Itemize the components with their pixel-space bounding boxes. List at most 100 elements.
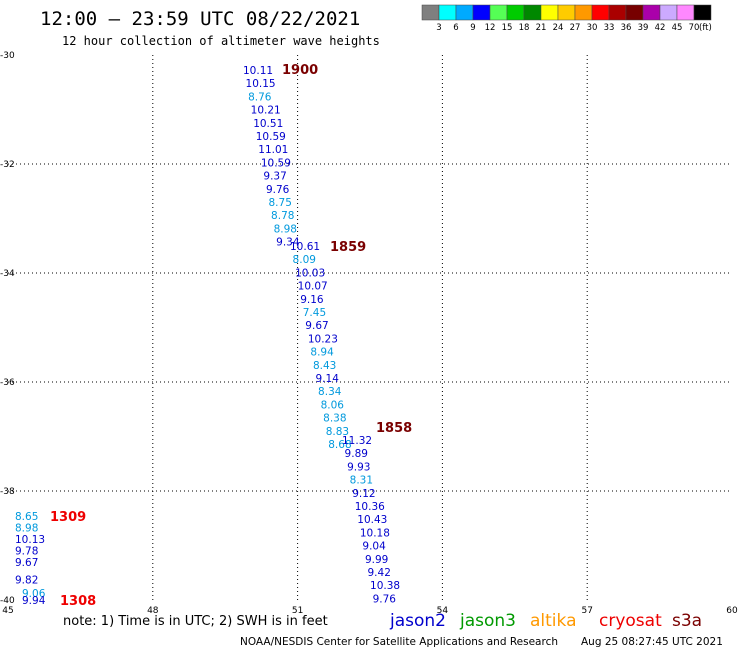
wave-height-value: 9.67 (15, 557, 38, 569)
wave-height-value: 10.21 (251, 105, 281, 117)
colorbar-label: 24 (553, 23, 564, 33)
colorbar-label: 18 (519, 23, 530, 33)
wave-height-value: 9.99 (365, 554, 388, 566)
colorbar-swatch (489, 4, 508, 21)
footer-note: note: 1) Time is in UTC; 2) SWH is in fe… (63, 614, 328, 629)
colorbar-swatch (625, 4, 644, 21)
wave-height-value: 8.06 (321, 399, 345, 411)
colorbar-label: 42 (655, 23, 666, 33)
lon-tick-label: 51 (292, 606, 303, 616)
track-1308: 9.069.94 1308 (22, 588, 96, 609)
wave-height-value: 8.34 (318, 386, 342, 398)
legend-altika: altika (530, 611, 577, 631)
wave-height-value: 10.59 (261, 157, 291, 169)
wave-height-value: 8.98 (274, 223, 297, 235)
colorbar-swatch (608, 4, 627, 21)
colorbar-swatch (676, 4, 695, 21)
pass-time-label: 1308 (60, 594, 96, 609)
wave-height-value: 9.67 (305, 320, 328, 332)
wave-height-value: 8.38 (323, 413, 346, 425)
lat-tick-label: -36 (0, 378, 15, 388)
wave-height-value: 9.14 (316, 373, 340, 385)
colorbar-swatch (421, 4, 440, 21)
colorbar-swatch (506, 4, 525, 21)
wave-height-value: 9.04 (362, 541, 386, 553)
lon-tick-label: 48 (147, 606, 159, 616)
map-title: 12:00 – 23:59 UTC 08/22/2021 (40, 8, 360, 30)
lat-tick-label: -34 (0, 269, 15, 279)
lon-tick-label: 60 (726, 606, 738, 616)
colorbar-swatch (693, 4, 712, 21)
colorbar-swatch (540, 4, 559, 21)
lon-tick-label: 57 (581, 606, 592, 616)
wave-height-value: 10.07 (298, 281, 328, 293)
wave-height-value: 10.38 (370, 580, 400, 592)
lat-lon-grid (8, 55, 732, 600)
colorbar-swatch (591, 4, 610, 21)
wave-height-value: 10.23 (308, 333, 338, 345)
wave-height-value: 9.94 (22, 595, 46, 607)
wave-height-value: 9.76 (373, 593, 397, 605)
wave-height-value: 9.12 (352, 488, 375, 500)
colorbar-swatch (472, 4, 491, 21)
colorbar-label: 27 (570, 23, 581, 33)
wave-height-value: 9.34 (276, 237, 300, 249)
wave-height-value: 8.75 (269, 197, 292, 209)
wave-height-value: 9.37 (263, 171, 286, 183)
colorbar-label: 33 (604, 23, 615, 33)
lat-tick-label: -30 (0, 51, 15, 61)
wave-height-value: 8.78 (271, 210, 294, 222)
wave-height-value: 8.83 (326, 426, 349, 438)
colorbar-label: 9 (470, 23, 475, 33)
colorbar-label: 45 (672, 23, 683, 33)
colorbar-swatch (438, 4, 457, 21)
wave-height-value: 11.01 (258, 144, 288, 156)
wave-height-value: 10.18 (360, 527, 390, 539)
wave-height-value: 10.11 (243, 65, 273, 77)
colorbar-swatch (455, 4, 474, 21)
wave-height-value: 8.76 (248, 91, 272, 103)
pass-time-label: 1858 (376, 421, 412, 436)
credit-text: NOAA/NESDIS Center for Satellite Applica… (240, 636, 558, 648)
wave-height-tracks: 10.1110.158.7610.2110.5110.5911.0110.599… (15, 63, 412, 609)
wave-height-value: 10.03 (295, 267, 325, 279)
lat-tick-label: -32 (0, 160, 15, 170)
wave-height-value: 10.61 (290, 241, 320, 253)
lon-tick-label: 54 (437, 606, 449, 616)
wave-height-value: 8.31 (350, 475, 373, 487)
pass-time-label: 1859 (330, 240, 366, 255)
colorbar-legend: 3 6 9 12 15 18 21 24 27 30 33 36 39 42 45 70 (ft) (421, 4, 712, 33)
colorbar-label: 39 (638, 23, 649, 33)
wave-height-value: 10.59 (256, 131, 286, 143)
wave-height-value: 9.76 (266, 184, 290, 196)
wave-height-value: 9.42 (368, 567, 391, 579)
wave-height-value: 8.94 (310, 347, 334, 359)
wave-height-value: 8.65 (15, 511, 38, 523)
colorbar-label: 3 (436, 23, 441, 33)
wave-height-value: 9.93 (347, 461, 370, 473)
timestamp-text: Aug 25 08:27:45 UTC 2021 (581, 636, 723, 648)
lat-tick-label: -40 (0, 596, 15, 606)
legend-cryosat: cryosat (599, 611, 662, 631)
wave-height-value: 8.68 (328, 439, 351, 451)
wave-height-value: 9.16 (300, 294, 324, 306)
wave-height-value: 9.78 (15, 546, 38, 558)
legend-s3a: s3a (672, 611, 702, 631)
colorbar-label: 12 (485, 23, 496, 33)
wave-height-value: 8.43 (313, 360, 336, 372)
colorbar-label: 6 (453, 23, 458, 33)
wave-height-value: 8.09 (293, 254, 316, 266)
lon-tick-label: 45 (2, 606, 13, 616)
colorbar-swatch (523, 4, 542, 21)
wave-height-value: 9.82 (15, 575, 38, 587)
legend-jason3: jason3 (459, 611, 516, 631)
colorbar-label: 15 (502, 23, 513, 33)
colorbar-swatch (557, 4, 576, 21)
colorbar-label: 70 (689, 23, 700, 33)
track-1900: 10.1110.158.7610.2110.5110.5911.0110.599… (243, 63, 318, 249)
